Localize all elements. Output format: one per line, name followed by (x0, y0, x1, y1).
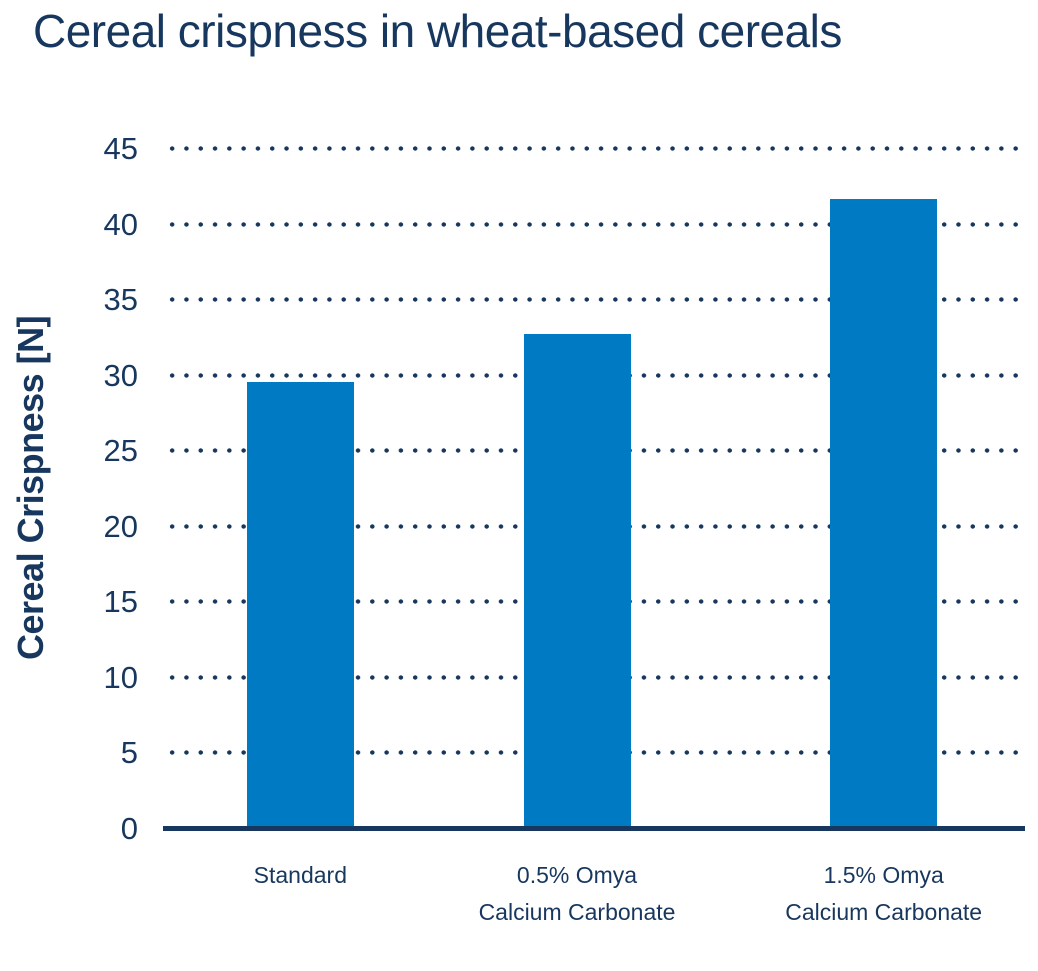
x-axis-line (163, 826, 1025, 831)
x-axis-label-2: 0.5% Omya Calcium Carbonate (478, 862, 676, 925)
y-tick-label-45: 45 (103, 131, 138, 166)
y-tick-label-5: 5 (120, 735, 138, 771)
gridline-y-40 (165, 221, 1025, 227)
y-tick-label-0: 0 (120, 811, 138, 846)
y-tick-label-35: 35 (103, 282, 138, 318)
x-axis-label-3: 1.5% Omya Calcium Carbonate (785, 862, 983, 925)
gridline-y-45 (165, 146, 1025, 151)
bar-1 (246, 382, 354, 828)
bar-3 (830, 199, 938, 828)
y-tick-label-30: 30 (103, 357, 138, 393)
y-tick-label-15: 15 (103, 584, 138, 620)
y-tick-label-10: 10 (103, 659, 138, 695)
chart-title: Cereal crispness in wheat-based cereals (33, 5, 842, 57)
y-tick-label-20: 20 (103, 508, 138, 544)
y-tick-label-25: 25 (103, 433, 138, 469)
bar-2 (523, 333, 631, 828)
y-tick-label-40: 40 (103, 206, 138, 242)
gridline-y-35 (165, 297, 1025, 303)
x-axis-label-1: Standard (253, 862, 347, 888)
